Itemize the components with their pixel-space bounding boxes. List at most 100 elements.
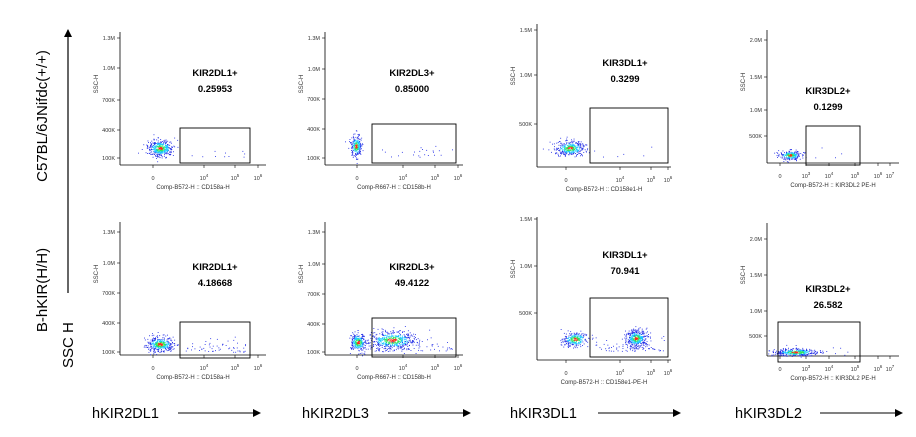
y-axis-title: SSC-H xyxy=(511,67,517,86)
event-dot xyxy=(642,338,643,340)
event-dot xyxy=(154,347,156,349)
event-dot xyxy=(567,341,569,343)
event-dot xyxy=(388,341,390,343)
event-dot xyxy=(395,340,396,342)
event-dot xyxy=(157,350,159,352)
event-dot xyxy=(355,148,357,150)
event-dot xyxy=(388,339,390,340)
event-dot xyxy=(795,348,797,350)
event-dot xyxy=(390,333,392,335)
event-dot xyxy=(783,154,785,156)
event-dot xyxy=(445,350,447,352)
event-dot xyxy=(419,341,420,343)
event-dot xyxy=(777,157,778,158)
event-dot xyxy=(389,341,391,343)
event-dot xyxy=(574,338,576,340)
event-dot xyxy=(156,341,157,343)
event-dot xyxy=(635,342,637,344)
x-tick-label: 105 xyxy=(647,368,656,377)
event-dot xyxy=(378,340,380,342)
event-dot xyxy=(156,346,158,348)
event-dot xyxy=(622,344,624,346)
event-dot xyxy=(564,144,566,145)
event-dot xyxy=(360,139,362,141)
event-dot xyxy=(361,336,363,338)
event-dot xyxy=(641,333,643,334)
event-dot xyxy=(368,345,370,347)
event-dot xyxy=(203,347,205,349)
event-dot xyxy=(157,152,159,154)
event-dot xyxy=(639,338,641,339)
event-dot xyxy=(578,142,580,144)
event-dot xyxy=(354,133,356,135)
event-dot xyxy=(634,329,636,331)
event-dot xyxy=(351,146,353,148)
event-dot xyxy=(579,339,581,341)
event-dot xyxy=(162,344,163,346)
event-dot xyxy=(578,340,580,342)
x-axis-title: Comp-B572-H :: KIR3DL2 PE-H xyxy=(790,376,875,382)
event-dot xyxy=(390,336,392,337)
event-dot xyxy=(405,339,407,341)
event-dot xyxy=(164,347,165,349)
event-dot xyxy=(161,339,163,341)
event-dot xyxy=(582,143,584,145)
event-dot xyxy=(354,148,356,150)
event-dot xyxy=(138,152,139,154)
event-dot xyxy=(393,345,395,346)
event-dot xyxy=(629,341,631,342)
event-dot xyxy=(376,345,378,347)
event-dot xyxy=(586,151,587,153)
event-dot xyxy=(158,351,159,353)
event-dot xyxy=(397,345,399,347)
event-dot xyxy=(629,333,631,335)
event-dot xyxy=(575,333,577,335)
event-dot xyxy=(635,326,637,328)
event-dot xyxy=(570,144,572,146)
event-dot xyxy=(636,335,638,337)
x-tick-label: 106 xyxy=(454,363,463,372)
event-dot xyxy=(157,347,159,349)
event-dot xyxy=(351,342,353,344)
event-dot xyxy=(172,155,174,156)
event-dot xyxy=(797,352,799,354)
event-dot xyxy=(396,336,398,337)
event-dot xyxy=(157,156,159,158)
event-dot xyxy=(169,151,171,153)
event-dot xyxy=(646,343,647,344)
event-dot xyxy=(430,349,432,351)
event-dot xyxy=(570,153,572,155)
event-dot xyxy=(820,352,821,353)
event-dot xyxy=(163,341,165,343)
event-dot xyxy=(636,331,637,333)
event-dot xyxy=(155,348,157,350)
event-dot xyxy=(357,343,359,345)
event-dot xyxy=(798,350,800,352)
event-dot xyxy=(790,154,792,156)
event-dot xyxy=(378,343,380,345)
event-dot xyxy=(625,343,627,345)
x-tick-label: 106 xyxy=(874,171,883,180)
event-dot xyxy=(153,342,155,344)
event-dot xyxy=(384,339,385,341)
event-dot xyxy=(160,143,162,145)
event-dot xyxy=(797,157,799,159)
event-dot xyxy=(166,339,168,341)
event-dot xyxy=(382,343,384,344)
event-dot xyxy=(561,151,562,153)
event-dot xyxy=(384,340,386,342)
event-dot xyxy=(581,333,583,335)
event-dot xyxy=(582,345,583,346)
event-dot xyxy=(785,349,786,351)
event-dot xyxy=(794,355,796,356)
event-dot xyxy=(788,350,789,352)
event-dot xyxy=(414,338,416,340)
event-dot xyxy=(158,344,160,346)
event-dot xyxy=(163,342,165,344)
gate-name: KIR2DL3+ xyxy=(389,262,435,273)
event-dot xyxy=(574,148,575,150)
event-dot xyxy=(154,152,156,154)
event-dot xyxy=(826,351,828,352)
event-dot xyxy=(359,337,361,339)
event-dot xyxy=(367,343,369,344)
